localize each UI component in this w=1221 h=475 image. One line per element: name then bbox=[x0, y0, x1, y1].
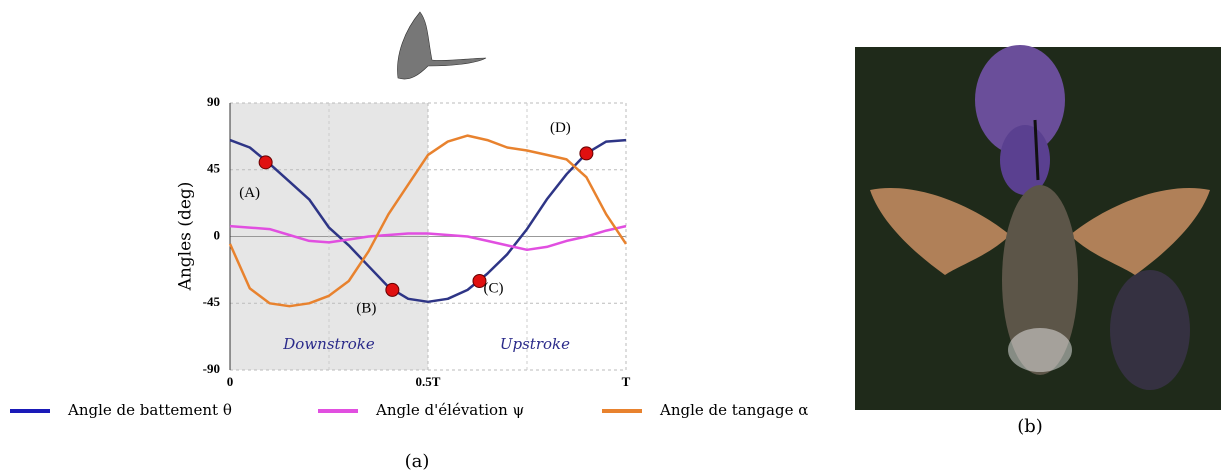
legend-label: Angle de battement θ bbox=[67, 401, 232, 419]
x-tick-label: T bbox=[622, 374, 631, 389]
y-tick-label: 45 bbox=[207, 161, 221, 176]
phase-annotation: Downstroke bbox=[282, 335, 375, 353]
marker-label: (B) bbox=[356, 300, 376, 316]
series-line bbox=[229, 224, 627, 252]
x-tick-label: 0.5T bbox=[416, 374, 441, 389]
caption-b: (b) bbox=[1017, 416, 1043, 437]
y-tick-label: -45 bbox=[203, 294, 221, 309]
y-tick-label: 0 bbox=[214, 227, 221, 242]
y-axis-label: Angles (deg) bbox=[176, 182, 196, 292]
marker-label: (C) bbox=[483, 280, 503, 296]
y-tick-label: -90 bbox=[203, 361, 220, 376]
caption-a: (a) bbox=[405, 451, 430, 472]
phase-marker bbox=[385, 282, 400, 297]
x-tick-label: 0 bbox=[227, 374, 234, 389]
phase-marker bbox=[258, 155, 273, 170]
phase-marker bbox=[472, 274, 487, 288]
marker-label: (D) bbox=[550, 120, 571, 136]
legend-label: Angle d'élévation ψ bbox=[375, 401, 524, 419]
series-line bbox=[228, 134, 628, 308]
marker-label: (A) bbox=[239, 185, 260, 201]
moth-photo bbox=[855, 45, 1221, 410]
phase-annotation: Upstroke bbox=[500, 335, 570, 353]
y-tick-label: 90 bbox=[207, 94, 220, 109]
series-line bbox=[229, 138, 627, 304]
legend-label: Angle de tangage α bbox=[659, 401, 808, 419]
phase-marker bbox=[579, 146, 594, 161]
wing-icon bbox=[397, 11, 487, 80]
